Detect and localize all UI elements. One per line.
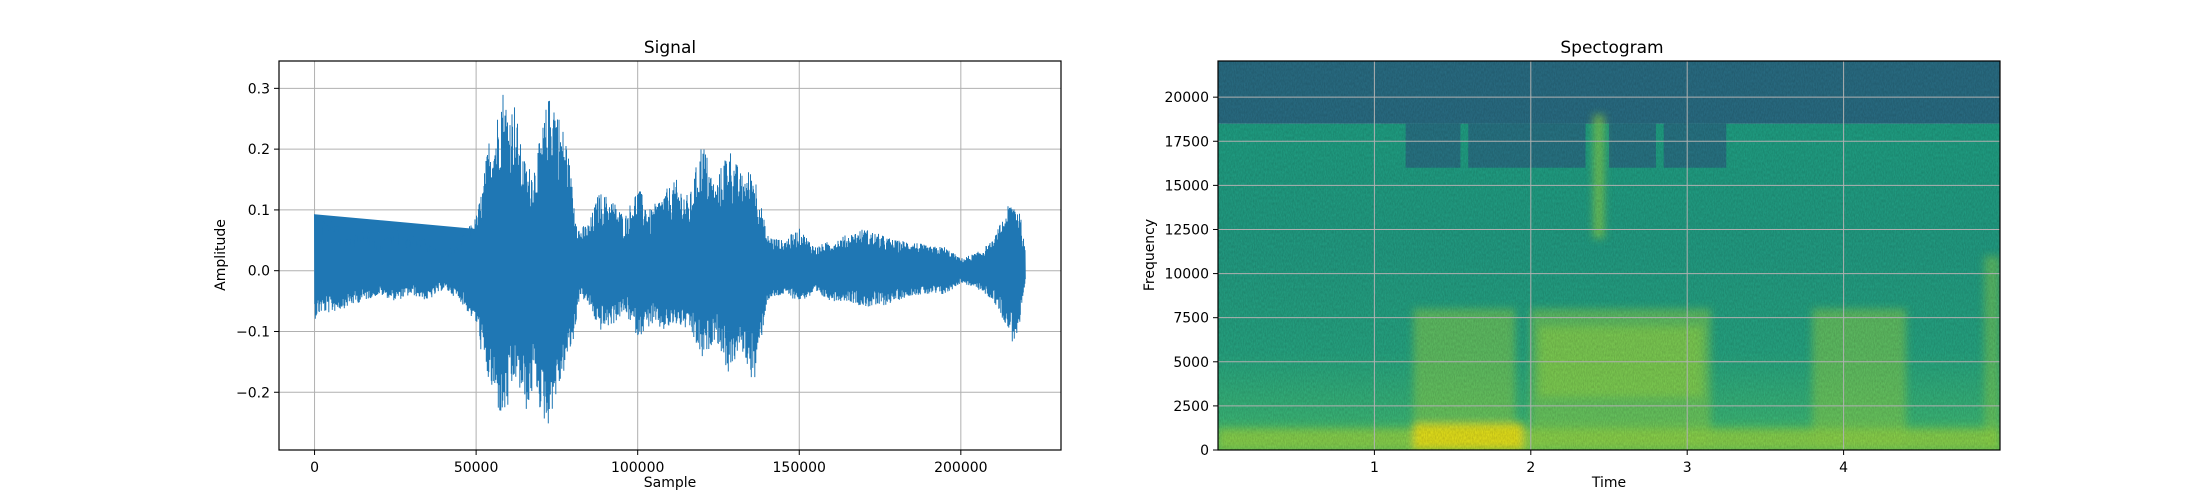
- spectrogram-ytick-label: 0: [1200, 443, 1209, 459]
- spectrogram-ytick-label: 17500: [1164, 134, 1209, 150]
- spectrogram-xtick-label: 4: [1839, 460, 1848, 476]
- spectrogram-title: Spectogram: [1560, 38, 1663, 58]
- signal-ytick-label: −0.2: [236, 385, 270, 401]
- signal-ytick-label: 0.1: [248, 203, 270, 219]
- spectrogram-ytick-label: 2500: [1173, 399, 1209, 415]
- signal-xtick-label: 200000: [934, 460, 987, 476]
- signal-xlabel: Sample: [644, 475, 697, 491]
- spectrogram-xlabel: Time: [1591, 475, 1626, 491]
- spectrogram-xtick-label: 3: [1683, 460, 1692, 476]
- signal-ticks: 0 50000 100000 150000 200000 −0.2 −0.1 0.0 0.1 0.…: [236, 81, 988, 476]
- signal-waveform: [314, 94, 1026, 424]
- signal-title: Signal: [644, 38, 696, 58]
- signal-xtick-label: 0: [310, 460, 319, 476]
- signal-ytick-label: 0.3: [248, 81, 270, 97]
- signal-chart: Signal 0 50000 100000 150000 200000−0.2−0.10…: [213, 38, 1062, 491]
- spectrogram-axes-frame: [1217, 60, 2001, 451]
- spectrogram-grid: [1218, 61, 2000, 451]
- signal-xtick-label: 150000: [773, 460, 826, 476]
- signal-ytick-label: 0.2: [248, 142, 270, 158]
- spectrogram-image: [1218, 61, 2000, 450]
- signal-ylabel: Amplitude: [213, 219, 229, 291]
- spectrogram-ytick-label: 15000: [1164, 178, 1209, 194]
- spectrogram-ticks: 1 2 3 4 0 2500 5000 7500 10000 12500 15000 17500 200…: [1164, 90, 1848, 476]
- spectrogram-xtick-label: 2: [1526, 460, 1535, 476]
- spectrogram-ytick-label: 7500: [1173, 311, 1209, 327]
- signal-xtick-label: 100000: [611, 460, 664, 476]
- spectrogram-ytick-label: 20000: [1164, 90, 1209, 106]
- signal-ytick-label: −0.1: [236, 324, 270, 340]
- spectrogram-ytick-label: 10000: [1164, 267, 1209, 283]
- spectrogram-ytick-label: 5000: [1173, 355, 1209, 371]
- signal-xtick-label: 50000: [454, 460, 499, 476]
- spectrogram-chart: Spectogram 1 2 3 4 0 2500 5000 7500 10000 12500 15…: [1142, 38, 2001, 491]
- spectrogram-ylabel: Frequency: [1142, 219, 1158, 291]
- spectrogram-xtick-label: 1: [1370, 460, 1379, 476]
- signal-axes-frame: [278, 60, 1062, 451]
- signal-ytick-label: 0.0: [248, 264, 270, 280]
- spectrogram-ytick-label: 12500: [1164, 222, 1209, 238]
